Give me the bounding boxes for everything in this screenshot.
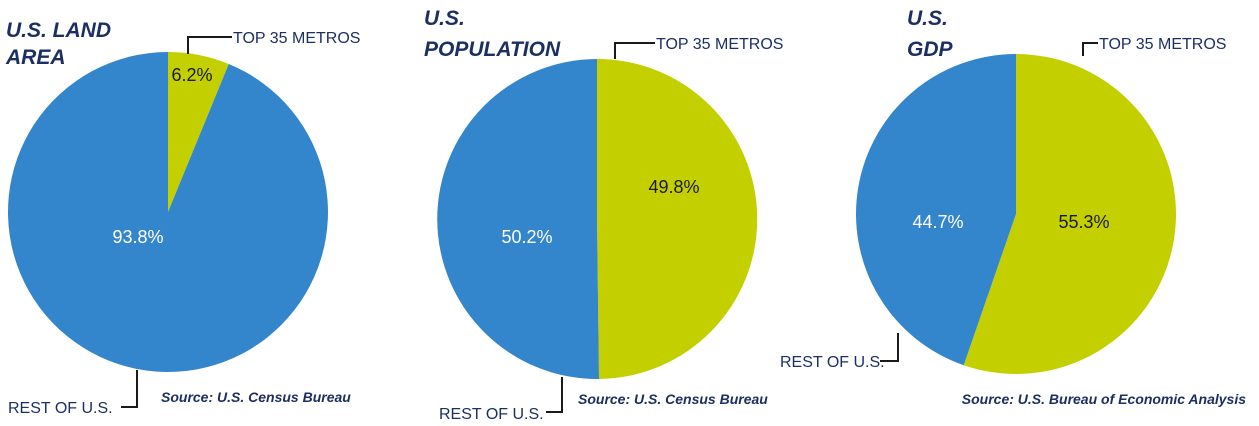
leader-line-rest <box>121 370 138 408</box>
chart-population: U.S. POPULATION 49.8% 50.2% TOP 35 METRO… <box>424 7 783 423</box>
callout-label-metros: TOP 35 METROS <box>1099 36 1226 53</box>
chart-title-line-2: AREA <box>5 46 66 69</box>
source-note: Source: U.S. Census Bureau <box>578 391 768 407</box>
pie-slice-rest <box>437 59 600 379</box>
slice-value-label-metros: 6.2% <box>171 65 212 85</box>
callout-label-rest: REST OF U.S. <box>780 354 885 371</box>
chart-title-line-1: U.S. <box>907 7 948 30</box>
leader-line-rest <box>546 377 563 413</box>
callout-label-metros: TOP 35 METROS <box>656 36 783 53</box>
pie-slice-rest <box>856 54 1016 366</box>
callout-label-rest: REST OF U.S. <box>8 400 113 417</box>
callout-label-rest: REST OF U.S. <box>439 406 544 423</box>
pie-slice-rest <box>7 51 328 373</box>
leader-line-metros <box>1082 42 1098 56</box>
slice-value-label-metros: 55.3% <box>1058 212 1109 232</box>
source-note: Source: U.S. Census Bureau <box>161 389 351 405</box>
chart-title-line-2: GDP <box>907 38 954 61</box>
pie-slice-metros <box>963 54 1177 374</box>
slice-value-label-rest: 44.7% <box>912 212 963 232</box>
chart-title-line-2: POPULATION <box>424 38 561 61</box>
slice-value-label-rest: 93.8% <box>112 227 163 247</box>
slice-value-label-rest: 50.2% <box>501 227 552 247</box>
leader-line-metros <box>614 42 655 59</box>
source-note: Source: U.S. Bureau of Economic Analysis <box>962 391 1246 407</box>
callout-label-metros: TOP 35 METROS <box>233 30 360 47</box>
leader-line-rest <box>880 333 899 362</box>
slice-value-label-metros: 49.8% <box>648 177 699 197</box>
chart-gdp: U.S. GDP 55.3% 44.7% TOP 35 METROS REST … <box>780 7 1246 407</box>
chart-title-line-1: U.S. LAND <box>6 19 111 42</box>
pie-slice-metros <box>168 52 229 212</box>
chart-title-line-1: U.S. <box>424 7 465 30</box>
chart-land-area: U.S. LAND AREA 6.2% 93.8% TOP 35 METROS … <box>5 19 360 417</box>
pie-slice-metros <box>597 58 758 379</box>
leader-line-metros <box>187 36 232 54</box>
